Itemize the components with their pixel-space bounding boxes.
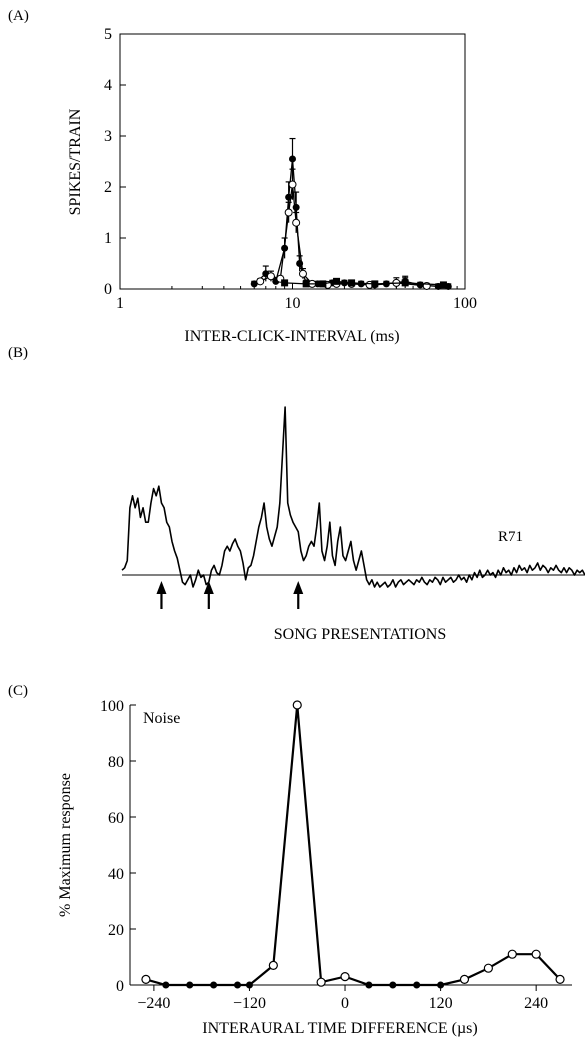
chart-a-point xyxy=(289,155,296,163)
chart-a-xtick-label: 100 xyxy=(453,295,477,312)
chart-c-point xyxy=(413,981,421,989)
chart-a-point xyxy=(256,277,265,286)
chart-c-xtick-label: −120 xyxy=(233,995,266,1012)
chart-a-point xyxy=(250,280,258,288)
chart-a-ytick-label: 4 xyxy=(104,77,112,94)
chart-a-marks xyxy=(250,137,452,290)
panel-label-a: (A) xyxy=(8,8,29,24)
chart-c-point xyxy=(459,974,470,985)
chart-a-point xyxy=(371,280,379,288)
chart-c-point xyxy=(555,974,565,985)
chart-c-ytick-label: 40 xyxy=(108,866,124,883)
chart-a-point xyxy=(348,279,356,287)
chart-a-point xyxy=(340,279,348,287)
chart-c: 0 20 40 60 80 100 −240 −120 0 120 240 Noise % Maxi… xyxy=(57,698,572,1037)
chart-c-point xyxy=(186,981,194,989)
chart-a-point xyxy=(292,203,300,211)
up-arrow-head xyxy=(156,581,167,594)
chart-b-marks xyxy=(121,406,585,588)
chart-c-marks xyxy=(141,700,565,989)
chart-a-point xyxy=(298,269,307,278)
chart-c-series-line xyxy=(145,704,561,987)
chart-a-point xyxy=(281,279,289,287)
chart-c-annotation: Noise xyxy=(143,710,180,727)
chart-a-point xyxy=(266,272,275,281)
chart-c-point xyxy=(162,981,170,989)
chart-a-point xyxy=(319,280,327,288)
chart-c-ylabel: % Maximum response xyxy=(57,773,74,917)
chart-c-xtick-label: 240 xyxy=(524,995,548,1012)
chart-c-ytick-label: 0 xyxy=(116,978,124,995)
chart-c-point xyxy=(292,700,302,710)
panel-label-c: (C) xyxy=(8,683,28,699)
chart-b: R71 SONG PRESENTATIONS xyxy=(121,406,585,643)
chart-c-ytick-label: 100 xyxy=(100,698,124,715)
chart-a-xtick-label: 1 xyxy=(116,295,124,312)
chart-b-trace xyxy=(121,406,585,588)
chart-b-xlabel: SONG PRESENTATIONS xyxy=(274,626,447,643)
chart-c-point xyxy=(437,981,445,989)
chart-c-xtick-label: −240 xyxy=(137,995,170,1012)
chart-c-ticks: 0 20 40 60 80 100 −240 −120 0 120 240 xyxy=(100,698,548,1012)
panel-label-b: (B) xyxy=(8,345,28,361)
chart-a-ytick-label: 2 xyxy=(104,179,112,196)
chart-a-point xyxy=(284,208,293,217)
chart-c-point xyxy=(389,981,397,989)
up-arrow-head xyxy=(293,581,304,594)
chart-a-ytick-label: 3 xyxy=(104,128,112,145)
chart-c-point xyxy=(483,963,493,973)
chart-a-point xyxy=(333,277,341,285)
chart-c-xtick-label: 120 xyxy=(429,995,453,1012)
chart-a-point xyxy=(288,180,297,189)
chart-c-xlabel: INTERAURAL TIME DIFFERENCE (µs) xyxy=(202,1020,477,1037)
chart-a-series-line xyxy=(259,184,427,287)
chart-c-point xyxy=(245,981,253,989)
chart-c-point xyxy=(316,977,326,987)
chart-a-point xyxy=(302,280,310,288)
chart-c-ytick-label: 20 xyxy=(108,922,124,939)
chart-a-point xyxy=(292,218,301,227)
chart-a-ytick-label: 1 xyxy=(104,230,112,247)
chart-c-point xyxy=(141,974,151,985)
up-arrow-head xyxy=(203,581,214,594)
chart-a-xlabel: INTER-CLICK-INTERVAL (ms) xyxy=(184,328,399,345)
chart-c-point xyxy=(340,971,350,982)
chart-c-point xyxy=(531,949,541,959)
chart-b-annotation: R71 xyxy=(498,529,523,545)
chart-c-point xyxy=(234,981,242,989)
chart-a-xtick-label: 10 xyxy=(285,295,301,312)
chart-a-ytick-label: 5 xyxy=(104,26,112,43)
chart-a-point xyxy=(439,281,447,289)
chart-b-arrows xyxy=(156,581,304,609)
chart-c-point xyxy=(210,981,218,989)
chart-c-point xyxy=(268,960,278,971)
chart-c-point xyxy=(507,949,517,959)
chart-c-ytick-label: 80 xyxy=(108,754,124,771)
chart-c-point xyxy=(365,981,373,989)
chart-a-point xyxy=(401,279,409,287)
chart-c-ytick-label: 60 xyxy=(108,810,124,827)
chart-a-ytick-label: 0 xyxy=(104,281,112,298)
chart-a-ylabel: SPIKES/TRAIN xyxy=(67,108,84,215)
chart-c-xtick-label: 0 xyxy=(341,995,349,1012)
chart-a-series-line xyxy=(253,158,449,288)
